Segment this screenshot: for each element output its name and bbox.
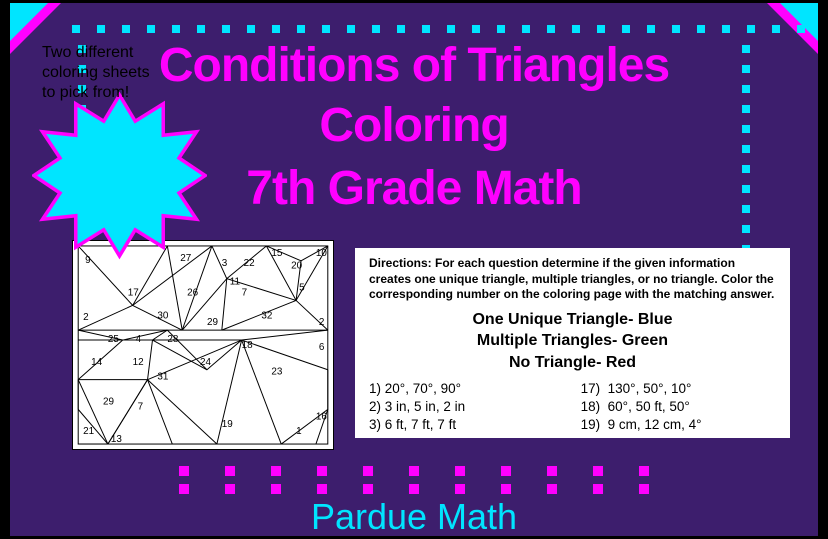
svg-text:7: 7 xyxy=(138,401,144,412)
svg-text:15: 15 xyxy=(271,248,283,259)
starburst-callout xyxy=(32,88,207,263)
svg-text:6: 6 xyxy=(319,342,325,353)
svg-text:2: 2 xyxy=(83,312,89,323)
key-none: No Triangle- Red xyxy=(369,352,776,374)
coloring-sheet-preview: 9 27 3 22 15 20 10 11 17 26 7 5 2 30 29 … xyxy=(72,240,334,450)
footer-dot-border xyxy=(179,466,649,494)
svg-text:20: 20 xyxy=(291,261,303,272)
svg-text:25: 25 xyxy=(108,334,120,345)
corner-cyan-top-right xyxy=(778,3,818,43)
q17: 17) 130°, 50°, 10° xyxy=(581,380,776,398)
top-dot-border xyxy=(72,25,805,33)
svg-text:12: 12 xyxy=(133,357,144,368)
q3-num: 3) xyxy=(369,417,381,432)
directions-box: Directions: For each question determine … xyxy=(355,248,790,438)
question-columns: 1) 20°, 70°, 90° 2) 3 in, 5 in, 2 in 3) … xyxy=(369,380,776,435)
q3: 3) 6 ft, 7 ft, 7 ft xyxy=(369,416,581,434)
svg-text:29: 29 xyxy=(207,317,219,328)
questions-right: 17) 130°, 50°, 10° 18) 60°, 50 ft, 50° 1… xyxy=(581,380,776,435)
svg-text:21: 21 xyxy=(83,426,95,437)
questions-left: 1) 20°, 70°, 90° 2) 3 in, 5 in, 2 in 3) … xyxy=(369,380,581,435)
svg-text:28: 28 xyxy=(167,334,179,345)
q19-text: 9 cm, 12 cm, 4° xyxy=(608,417,702,432)
directions-heading: Directions: For each question determine … xyxy=(369,256,776,303)
q1-text: 20°, 70°, 90° xyxy=(385,381,461,396)
q2-num: 2) xyxy=(369,399,381,414)
svg-text:10: 10 xyxy=(316,248,328,259)
corner-cyan-top-left xyxy=(10,3,50,43)
starburst-shape xyxy=(34,95,206,256)
svg-text:4: 4 xyxy=(136,334,142,345)
svg-text:2: 2 xyxy=(319,317,325,328)
product-cover-card: Conditions of Triangles Coloring 7th Gra… xyxy=(10,3,818,536)
svg-text:23: 23 xyxy=(271,367,283,378)
svg-text:3: 3 xyxy=(222,258,228,269)
q3-text: 6 ft, 7 ft, 7 ft xyxy=(385,417,456,432)
svg-text:22: 22 xyxy=(244,258,255,269)
svg-text:5: 5 xyxy=(299,283,305,294)
svg-text:26: 26 xyxy=(187,287,199,298)
q2: 2) 3 in, 5 in, 2 in xyxy=(369,398,581,416)
svg-text:19: 19 xyxy=(222,419,234,430)
svg-text:14: 14 xyxy=(91,357,103,368)
svg-text:1: 1 xyxy=(296,426,302,437)
svg-text:11: 11 xyxy=(230,277,241,288)
svg-text:32: 32 xyxy=(261,310,272,321)
key-unique: One Unique Triangle- Blue xyxy=(369,309,776,331)
svg-text:30: 30 xyxy=(157,310,169,321)
q18-text: 60°, 50 ft, 50° xyxy=(608,399,690,414)
svg-text:31: 31 xyxy=(157,372,169,383)
svg-text:7: 7 xyxy=(242,287,248,298)
q17-num: 17) xyxy=(581,381,601,396)
svg-text:18: 18 xyxy=(242,340,254,351)
svg-text:29: 29 xyxy=(103,396,115,407)
svg-text:24: 24 xyxy=(200,357,212,368)
q18: 18) 60°, 50 ft, 50° xyxy=(581,398,776,416)
author-footer: Pardue Math xyxy=(10,496,818,536)
q1-num: 1) xyxy=(369,381,381,396)
q17-text: 130°, 50°, 10° xyxy=(608,381,692,396)
q19-num: 19) xyxy=(581,417,601,432)
q19: 19) 9 cm, 12 cm, 4° xyxy=(581,416,776,434)
svg-text:13: 13 xyxy=(111,434,123,445)
q1: 1) 20°, 70°, 90° xyxy=(369,380,581,398)
svg-text:16: 16 xyxy=(316,411,328,422)
svg-text:17: 17 xyxy=(128,287,139,298)
key-multiple: Multiple Triangles- Green xyxy=(369,330,776,352)
starburst-text: Two different coloring sheets to pick fr… xyxy=(42,43,157,103)
q18-num: 18) xyxy=(581,399,601,414)
q2-text: 3 in, 5 in, 2 in xyxy=(385,399,465,414)
